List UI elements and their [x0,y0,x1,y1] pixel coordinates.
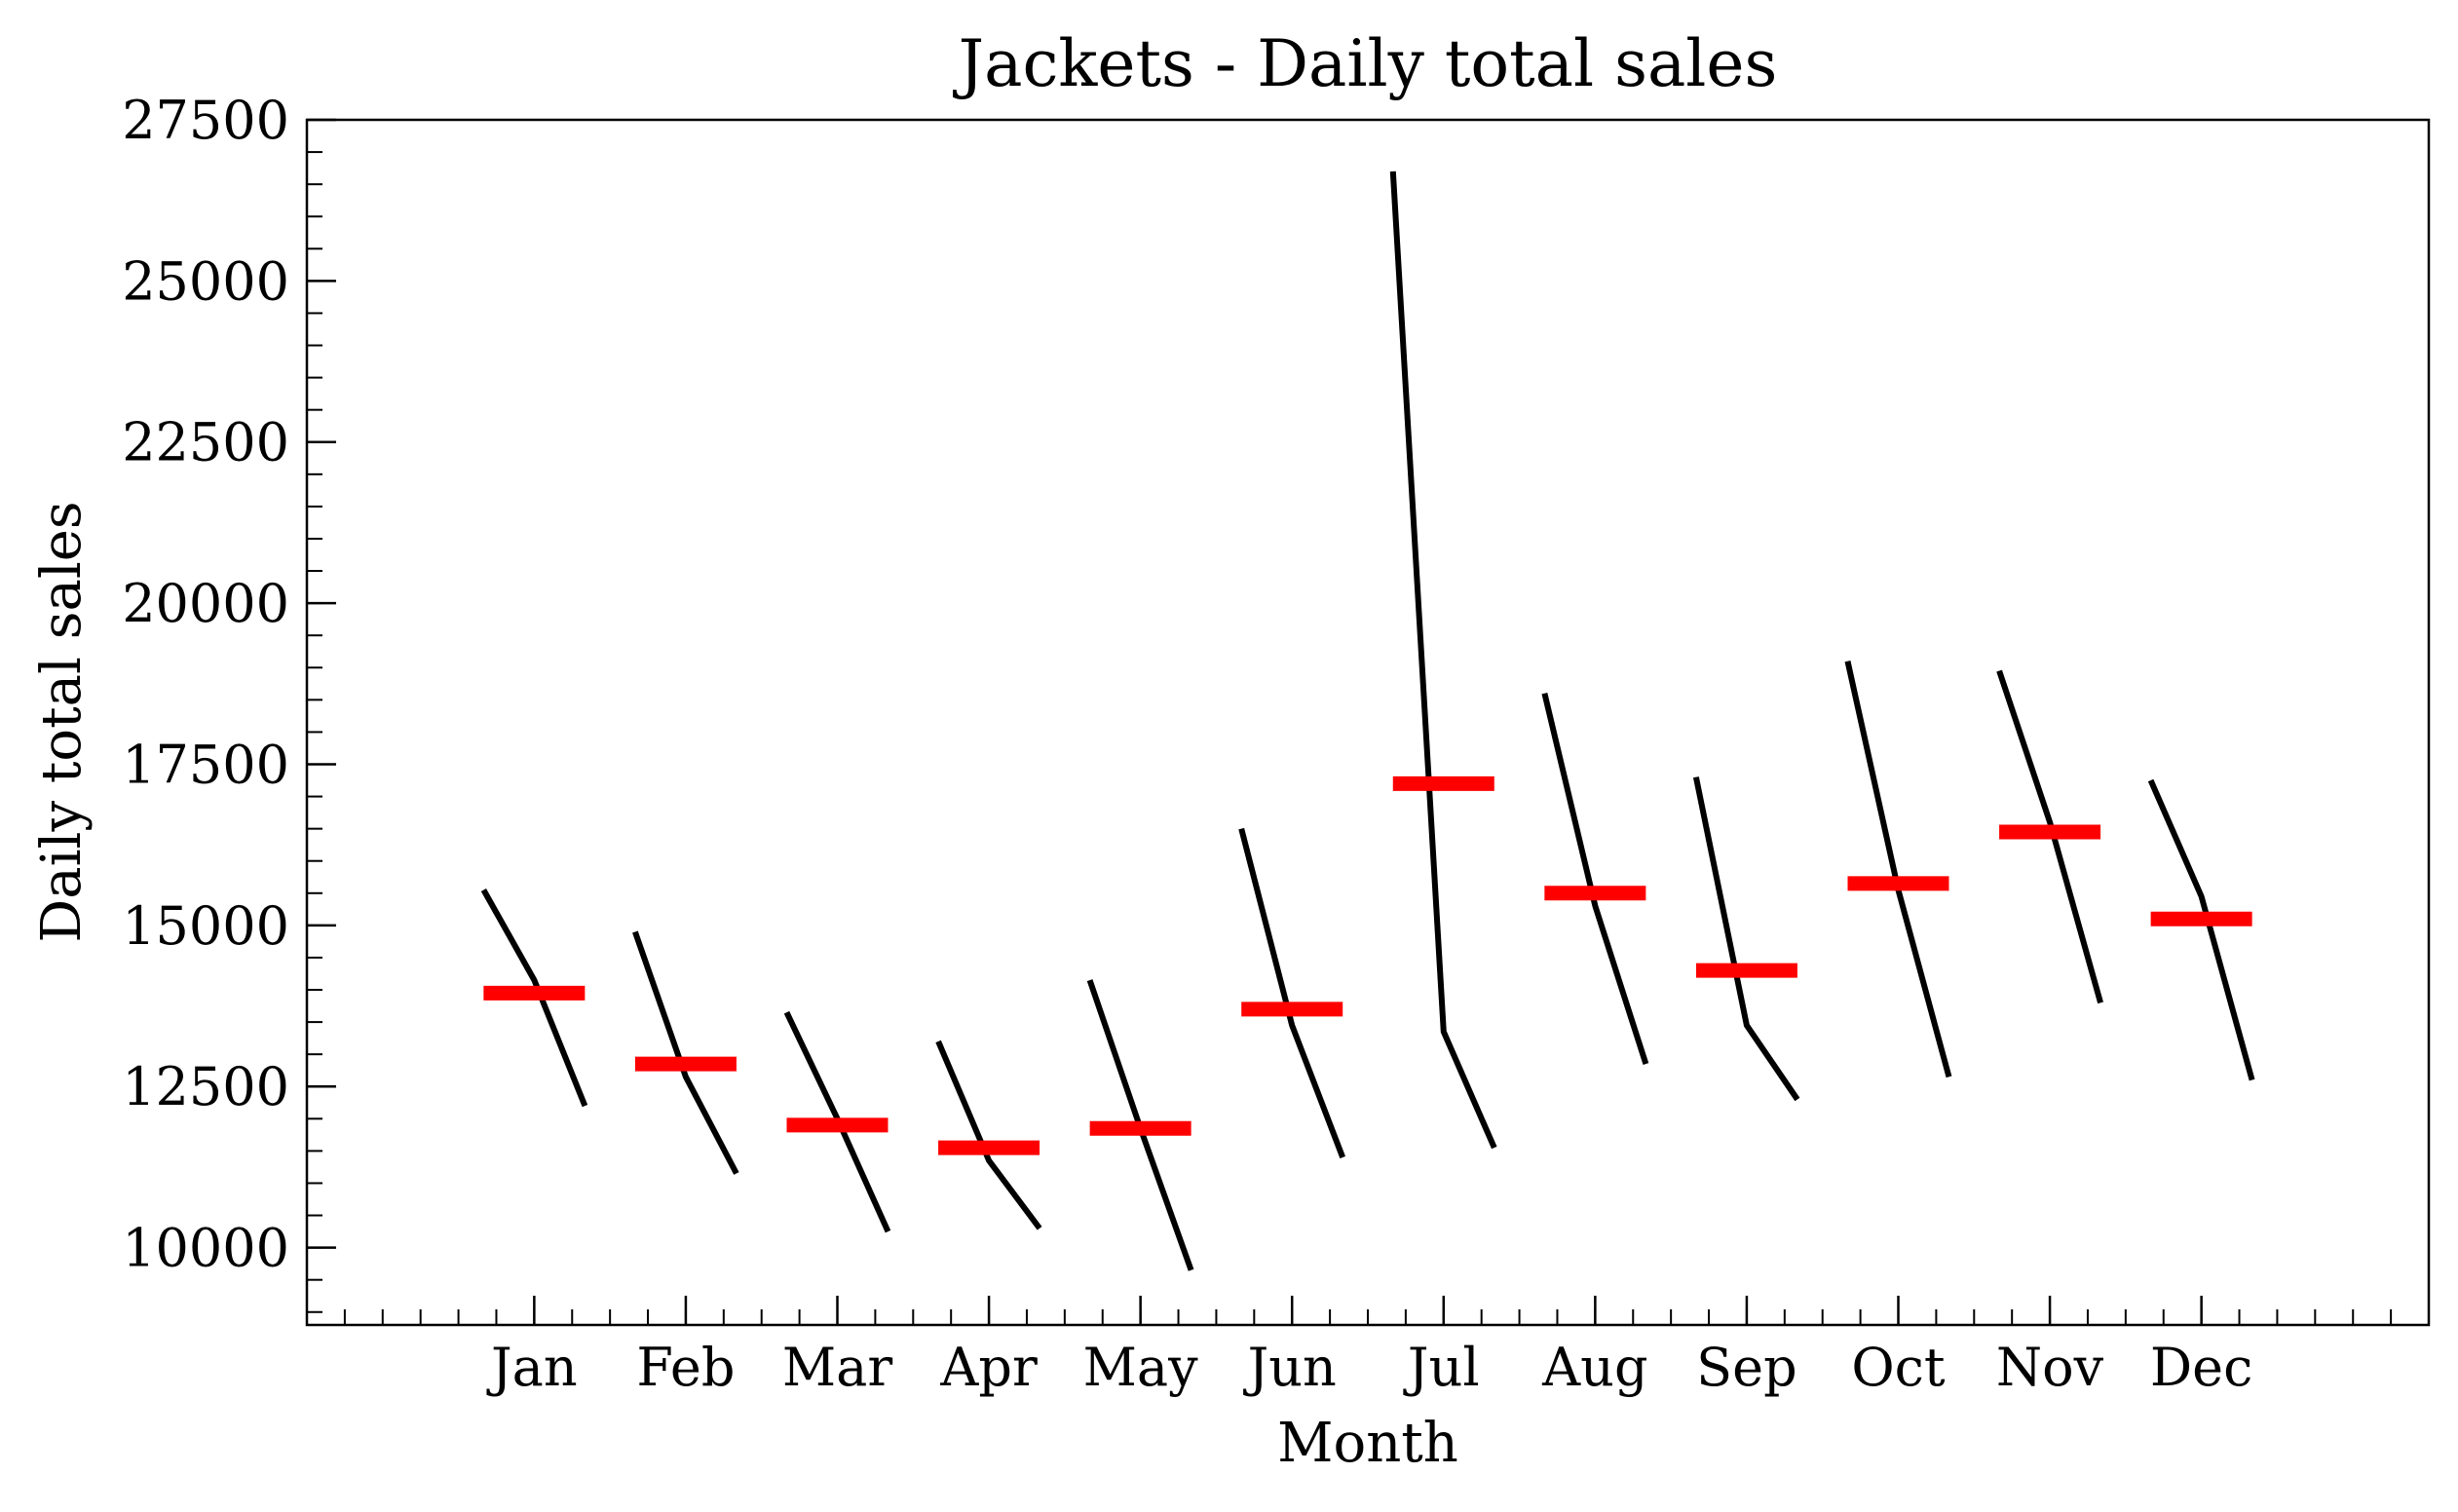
series-line-sep [1692,776,1800,1102]
series-line-aug [1541,693,1649,1066]
series-line-jul [1389,170,1497,1150]
y-tick-label: 27500 [122,90,289,151]
series-line-oct [1844,661,1952,1078]
series-line-feb [632,930,739,1175]
x-tick-label: Aug [1541,1337,1647,1398]
series-line-jan [480,888,588,1108]
x-tick-label: Sep [1696,1337,1797,1398]
series-line-dec [2147,778,2255,1081]
x-tick-label: Dec [2150,1337,2253,1398]
x-tick-label: Jun [1243,1337,1337,1398]
x-tick-label: Apr [939,1337,1038,1398]
y-tick-label: 12500 [122,1056,289,1117]
y-tick-label: 20000 [122,573,289,634]
series-line-apr [935,1040,1042,1230]
y-tick-label: 15000 [122,895,289,957]
y-tick-label: 10000 [122,1218,289,1279]
x-axis-label: Month [1277,1412,1458,1475]
y-tick-label: 22500 [122,412,289,473]
axes: 10000 12500 15000 17500 20000 22500 25000 27500… [122,90,2431,1398]
y-tick-label: 17500 [122,734,289,795]
series-line-jun [1238,827,1346,1159]
x-tick-label: Feb [636,1337,735,1398]
plot-frame [305,118,2431,1327]
x-tick-label: Jan [486,1337,578,1398]
y-tick-label: 25000 [122,250,289,312]
x-tick-label: Oct [1851,1337,1946,1398]
chart-title: Jackets - Daily total sales [953,26,1778,101]
y-axis-label: Daily total sales [30,501,94,942]
plot-area [480,170,2255,1271]
x-tick-label: May [1083,1337,1198,1398]
series-line-nov [1996,669,2103,1004]
x-tick-label: Nov [1996,1337,2104,1398]
x-tick-label: Mar [782,1337,892,1398]
x-tick-label: Jul [1403,1337,1480,1398]
